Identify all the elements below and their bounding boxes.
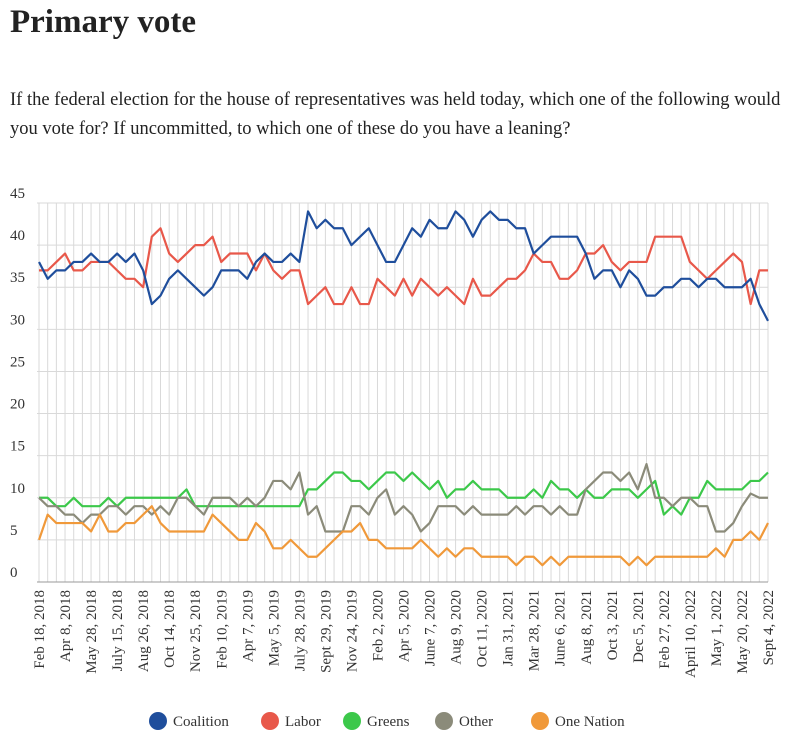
x-tick-label: Feb 27, 2022 [657, 590, 673, 669]
y-tick-label: 35 [10, 270, 25, 286]
x-tick-label: June 7, 2020 [423, 590, 439, 666]
series-line [38, 462, 768, 533]
series-line [37, 505, 769, 567]
legend-item: Greens [343, 712, 410, 730]
x-tick-label: May 20, 2022 [735, 590, 751, 674]
x-tick-label: May 1, 2022 [709, 590, 725, 666]
legend-label: One Nation [555, 714, 625, 730]
series-line [39, 227, 768, 306]
x-tick-label: Aug 9, 2020 [449, 590, 465, 665]
x-tick-label: July 28, 2019 [292, 590, 308, 671]
x-tick-label: Aug 8, 2021 [579, 590, 595, 665]
y-tick-label: 25 [10, 354, 25, 370]
x-tick-label: Sept 29, 2019 [318, 590, 334, 673]
x-tick-label: Apr 5, 2020 [397, 590, 413, 662]
series-line [39, 471, 769, 516]
legend-swatch [531, 712, 549, 730]
legend-swatch [261, 712, 279, 730]
x-tick-label: Feb 10, 2019 [214, 590, 230, 669]
x-tick-label: Mar 28, 2021 [527, 590, 543, 671]
legend-item: Coalition [149, 712, 229, 730]
legend-item: Labor [261, 712, 321, 730]
x-tick-label: June 6, 2021 [553, 590, 569, 666]
legend-label: Labor [285, 714, 321, 730]
x-tick-label: May 28, 2018 [84, 590, 100, 674]
legend-label: Other [459, 714, 493, 730]
y-tick-label: 15 [10, 439, 25, 455]
x-tick-label: Aug 26, 2018 [136, 590, 152, 672]
x-tick-label: Oct 11, 2020 [475, 590, 491, 667]
x-tick-label: Jan 31, 2021 [501, 590, 517, 666]
y-tick-label: 40 [10, 228, 25, 244]
legend-item: One Nation [531, 712, 625, 730]
x-tick-label: May 5, 2019 [266, 590, 282, 666]
x-tick-label: April 10, 2022 [683, 590, 699, 678]
legend-swatch [435, 712, 453, 730]
legend-label: Greens [367, 714, 410, 730]
chart-title: Primary vote [10, 4, 196, 40]
y-tick-label: 30 [10, 312, 25, 328]
chart-subtitle: If the federal election for the house of… [10, 90, 781, 139]
y-tick-label: 10 [10, 481, 25, 497]
x-tick-label: Dec 5, 2021 [631, 590, 647, 663]
series-line [38, 210, 769, 322]
legend-item: Other [435, 712, 493, 730]
y-tick-label: 20 [10, 397, 25, 413]
x-tick-label: Feb 2, 2020 [370, 590, 386, 661]
y-tick-label: 0 [10, 565, 18, 581]
x-tick-label: Apr 7, 2019 [240, 590, 256, 662]
x-tick-label: Oct 14, 2018 [162, 590, 178, 668]
legend-label: Coalition [173, 714, 229, 730]
x-tick-label: July 15, 2018 [110, 590, 126, 671]
legend-swatch [343, 712, 361, 730]
x-tick-label: Oct 3, 2021 [605, 590, 621, 660]
y-tick-label: 45 [10, 186, 25, 202]
legend-swatch [149, 712, 167, 730]
x-tick-label: Nov 25, 2018 [188, 590, 204, 672]
x-tick-label: Feb 18, 2018 [32, 590, 48, 669]
x-tick-label: Nov 24, 2019 [344, 590, 360, 672]
x-tick-label: Sept 4, 2022 [761, 590, 777, 665]
x-tick-label: Apr 8, 2018 [58, 590, 74, 662]
y-tick-label: 5 [10, 523, 18, 539]
